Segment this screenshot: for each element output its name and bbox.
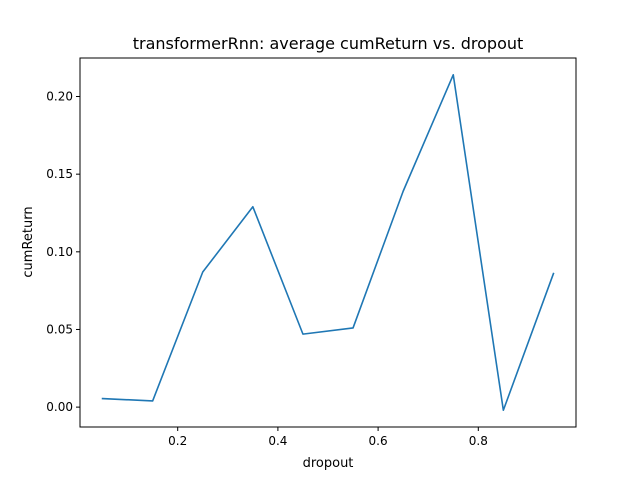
x-axis-label: dropout <box>303 456 354 471</box>
chart-title: transformerRnn: average cumReturn vs. dr… <box>133 34 524 53</box>
x-tick-label: 0.6 <box>369 434 388 448</box>
y-tick-label: 0.00 <box>46 400 73 414</box>
y-tick-label: 0.15 <box>46 167 73 181</box>
y-tick-label: 0.10 <box>46 245 73 259</box>
axis-ticks: 0.2 0.4 0.6 0.8 0.00 0.05 0.10 0.15 0.20 <box>46 90 488 448</box>
x-tick-label: 0.2 <box>168 434 187 448</box>
y-tick-label: 0.20 <box>46 90 73 104</box>
plot-frame <box>79 57 577 428</box>
x-tick-label: 0.8 <box>469 434 488 448</box>
series-layer <box>101 73 555 412</box>
y-tick-label: 0.05 <box>46 322 73 336</box>
y-axis-label: cumReturn <box>21 206 36 277</box>
x-tick-label: 0.4 <box>268 434 287 448</box>
series-line <box>101 73 555 412</box>
